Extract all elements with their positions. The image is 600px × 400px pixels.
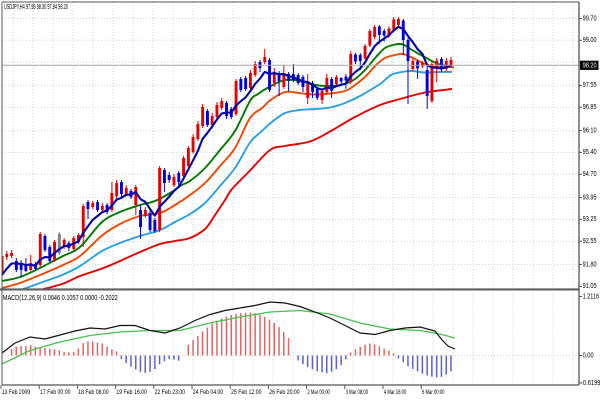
svg-text:4 Mar 16:00: 4 Mar 16:00: [384, 389, 407, 396]
svg-text:93.25: 93.25: [583, 216, 597, 223]
svg-text:96.85: 96.85: [583, 104, 597, 111]
svg-text:92.55: 92.55: [583, 238, 597, 245]
svg-text:26 Feb 20:00: 26 Feb 20:00: [269, 389, 300, 396]
svg-text:-0.6199: -0.6199: [581, 380, 600, 387]
svg-text:91.05: 91.05: [583, 283, 597, 290]
svg-text:91.80: 91.80: [583, 261, 597, 268]
svg-text:25 Feb 12:00: 25 Feb 12:00: [231, 389, 262, 396]
svg-text:24 Feb 04:00: 24 Feb 04:00: [193, 389, 224, 396]
svg-text:3 Mar 08:00: 3 Mar 08:00: [346, 389, 369, 396]
svg-text:96.10: 96.10: [583, 127, 597, 134]
svg-text:0.00: 0.00: [583, 352, 594, 359]
svg-text:1.2116: 1.2116: [583, 293, 600, 300]
svg-text:19 Feb 16:00: 19 Feb 16:00: [116, 389, 147, 396]
svg-text:95.40: 95.40: [583, 149, 597, 156]
svg-text:93.95: 93.95: [583, 194, 597, 201]
svg-text:17 Feb 00:00: 17 Feb 00:00: [40, 389, 71, 396]
svg-text:18 Feb 08:00: 18 Feb 08:00: [78, 389, 109, 396]
svg-text:22 Feb 23:00: 22 Feb 23:00: [155, 389, 186, 396]
svg-text:99.70: 99.70: [583, 15, 597, 22]
svg-text:99.00: 99.00: [583, 37, 597, 44]
svg-text:USDJPY,H4 97.95 98.30 97.94 9: USDJPY,H4 97.95 98.30 97.94 98.20: [4, 4, 68, 11]
svg-text:97.55: 97.55: [583, 82, 597, 89]
svg-text:6 Mar 00:00: 6 Mar 00:00: [422, 389, 445, 396]
svg-text:MACD(12,26,9) 0.0046 0.1057 0.: MACD(12,26,9) 0.0046 0.1057 0.0000 -0.20…: [3, 295, 118, 302]
svg-text:13 Feb 2009: 13 Feb 2009: [2, 389, 31, 396]
svg-text:2 Mar 00:00: 2 Mar 00:00: [307, 389, 330, 396]
svg-text:94.70: 94.70: [583, 171, 597, 178]
svg-text:98.20: 98.20: [583, 62, 597, 69]
